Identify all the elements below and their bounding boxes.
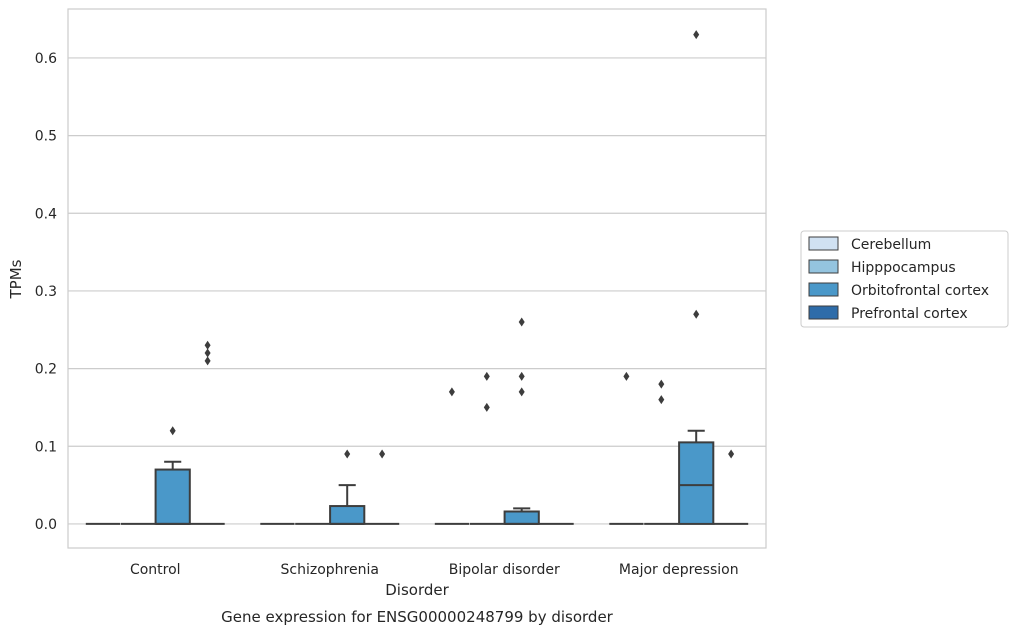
outlier-point <box>204 348 211 358</box>
legend-label: Hipppocampus <box>851 260 956 276</box>
box-orbitofrontal-cortex <box>678 429 715 525</box>
x-tick-label: Schizophrenia <box>281 562 379 578</box>
y-tick-labels: 0.0 0.1 0.2 0.3 0.4 0.5 0.6 <box>35 51 57 533</box>
legend-frame <box>800 230 1009 328</box>
box-series <box>85 429 749 525</box>
outlier-point <box>518 387 525 397</box>
outlier-point <box>483 402 490 412</box>
box-iqr <box>329 505 366 525</box>
y-tick-label: 0.0 <box>35 517 57 533</box>
outlier-point <box>518 317 525 327</box>
outlier-point <box>483 371 490 381</box>
x-tick-labels: Control Schizophrenia Bipolar disorder Majo… <box>130 562 739 578</box>
outlier-point <box>658 379 665 389</box>
legend-swatch <box>808 282 839 297</box>
legend: Cerebellum Hipppocampus Orbitofrontal cort… <box>800 230 1009 328</box>
legend-swatch <box>808 236 839 251</box>
legend-label: Prefrontal cortex <box>851 306 968 322</box>
y-tick-label: 0.2 <box>35 362 57 378</box>
x-tick-label: Control <box>130 562 181 578</box>
legend-swatch <box>808 305 839 320</box>
y-tick-label: 0.4 <box>35 206 57 222</box>
y-tick-label: 0.5 <box>35 129 57 145</box>
box-iqr <box>503 510 540 525</box>
outlier-point <box>518 371 525 381</box>
x-tick-label: Bipolar disorder <box>449 562 560 578</box>
y-tick-label: 0.3 <box>35 284 57 300</box>
outlier-point <box>169 426 176 436</box>
outlier-point <box>658 395 665 405</box>
legend-label: Cerebellum <box>851 237 931 253</box>
outlier-point <box>448 387 455 397</box>
plot-area-background <box>68 9 766 548</box>
legend-swatch <box>808 259 839 274</box>
y-tick-label: 0.1 <box>35 439 57 455</box>
box-orbitofrontal-cortex <box>329 484 366 525</box>
box-orbitofrontal-cortex <box>503 507 540 525</box>
outlier-points <box>169 30 735 459</box>
outlier-point <box>728 449 735 459</box>
outlier-point <box>344 449 351 459</box>
y-axis-label: TPMs <box>7 259 25 299</box>
chart-title: Gene expression for ENSG00000248799 by d… <box>221 608 614 626</box>
box-iqr <box>678 441 715 525</box>
outlier-point <box>204 356 211 366</box>
outlier-point <box>379 449 386 459</box>
y-tick-label: 0.6 <box>35 51 57 67</box>
outlier-point <box>693 309 700 319</box>
outlier-point <box>693 30 700 40</box>
x-tick-label: Major depression <box>619 562 739 578</box>
box-orbitofrontal-cortex <box>154 460 191 525</box>
box-iqr <box>154 468 191 525</box>
legend-label: Orbitofrontal cortex <box>851 283 989 299</box>
outlier-point <box>623 371 630 381</box>
plot-area-frame <box>67 8 767 549</box>
outlier-point <box>204 340 211 350</box>
x-axis-label: Disorder <box>385 581 449 599</box>
